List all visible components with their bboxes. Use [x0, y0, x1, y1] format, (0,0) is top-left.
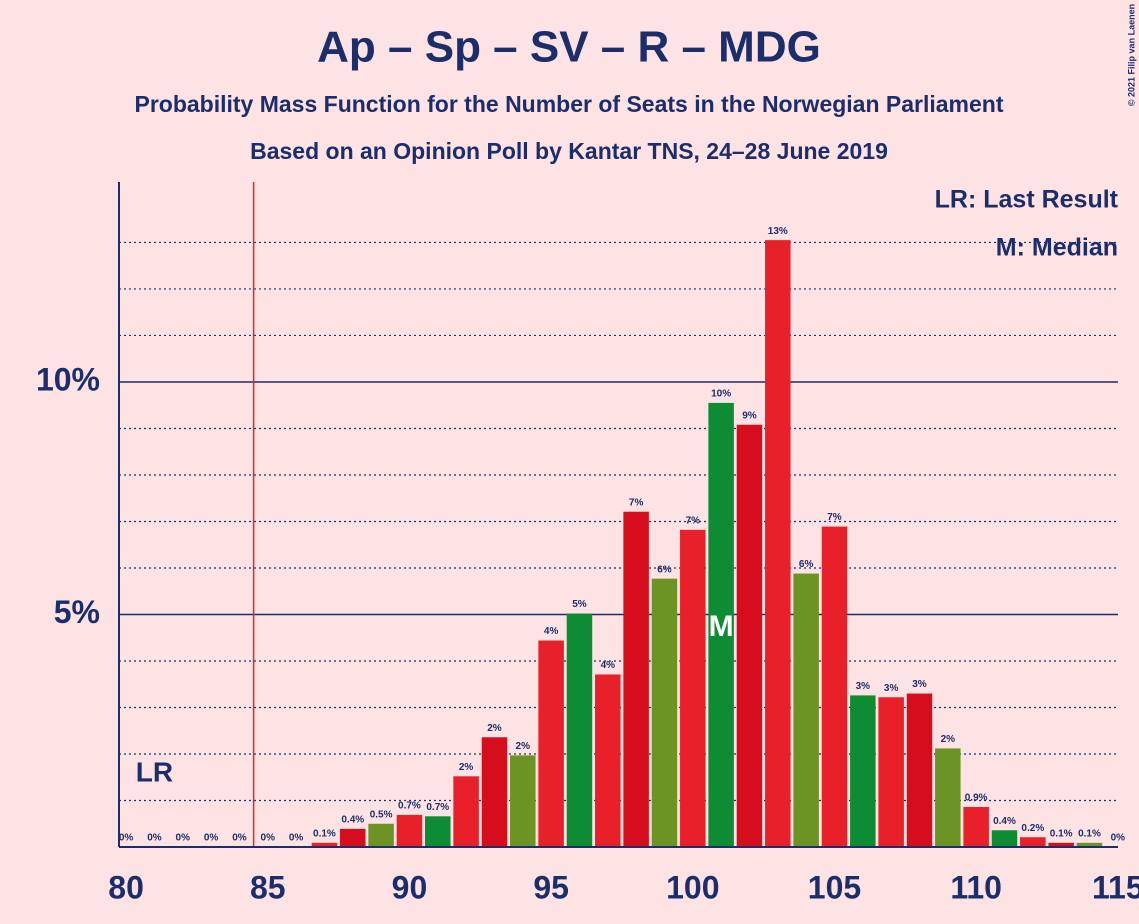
bar [991, 830, 1018, 847]
value-label: 3% [856, 681, 871, 692]
y-tick-label: 10% [36, 361, 100, 397]
value-label: 7% [686, 515, 701, 526]
x-tick-label: 95 [533, 869, 569, 905]
value-label: 0.9% [965, 793, 988, 804]
legend-entry: M: Median [996, 234, 1118, 262]
value-label: 7% [629, 497, 644, 508]
value-label: 0% [176, 833, 191, 844]
bar [396, 814, 423, 847]
bar [340, 828, 366, 847]
x-tick-label: 115 [1092, 869, 1139, 905]
bar [793, 573, 819, 847]
bar [623, 511, 649, 847]
bar [850, 695, 876, 847]
chart-title: Ap – Sp – SV – R – MDG [317, 23, 821, 72]
x-tick-label: 100 [666, 869, 719, 905]
value-label: 10% [711, 389, 731, 400]
bar [878, 697, 904, 847]
subtitle: Based on an Opinion Poll by Kantar TNS, … [250, 138, 888, 164]
bar [368, 823, 394, 847]
subtitle: Probability Mass Function for the Number… [134, 91, 1003, 117]
value-label: 2% [459, 762, 474, 773]
value-label: 0.7% [426, 802, 449, 813]
bar [906, 693, 933, 847]
value-label: 0.4% [341, 815, 364, 826]
value-label: 0.1% [313, 828, 336, 839]
value-label: 4% [601, 660, 616, 671]
last-result-marker: LR [136, 756, 173, 787]
value-label: 0% [289, 833, 304, 844]
value-label: 2% [516, 741, 531, 752]
value-label: 0% [261, 833, 276, 844]
bar [765, 240, 791, 847]
bar [736, 424, 763, 847]
value-label: 0.5% [370, 809, 393, 820]
value-label: 13% [768, 226, 788, 237]
bar [680, 529, 706, 847]
value-label: 2% [941, 734, 956, 745]
value-label: 6% [657, 564, 672, 575]
bar [595, 674, 621, 847]
value-label: 2% [487, 723, 502, 734]
value-label: 0.7% [398, 801, 421, 812]
value-label: 0% [204, 833, 219, 844]
bar [821, 526, 848, 847]
bar [453, 776, 479, 847]
value-label: 9% [742, 410, 757, 421]
bar [935, 748, 961, 847]
bar [538, 640, 564, 847]
bar [651, 578, 678, 847]
value-label: 0% [232, 833, 247, 844]
value-label: 0% [147, 833, 162, 844]
value-label: 0.2% [1021, 823, 1044, 834]
value-label: 4% [544, 626, 559, 637]
x-tick-label: 110 [950, 869, 1002, 905]
value-label: 0.1% [1078, 828, 1101, 839]
bar [1076, 842, 1103, 847]
bar [481, 737, 508, 847]
bar [708, 402, 734, 847]
value-label: 7% [827, 512, 842, 523]
x-tick-label: 105 [808, 869, 861, 905]
bar [1048, 842, 1074, 847]
bar [566, 613, 593, 847]
value-label: 0.4% [993, 816, 1016, 827]
x-tick-label: 85 [250, 869, 286, 905]
copyright: © 2021 Filip van Laenen [1126, 4, 1136, 106]
value-label: 6% [799, 559, 814, 570]
value-label: 3% [884, 683, 899, 694]
bar [1020, 837, 1046, 847]
value-label: 0.1% [1050, 828, 1073, 839]
x-tick-label: 90 [392, 869, 428, 905]
y-tick-label: 5% [54, 594, 100, 630]
bar [510, 755, 536, 847]
bar [425, 816, 451, 847]
legend-entry: LR: Last Result [935, 186, 1119, 214]
value-label: 0% [119, 833, 134, 844]
value-label: 5% [572, 599, 587, 610]
value-label: 0% [1111, 833, 1126, 844]
bar [311, 842, 338, 847]
bar [963, 807, 989, 847]
value-label: 3% [912, 679, 927, 690]
median-marker: M [709, 610, 734, 643]
x-tick-label: 80 [108, 869, 144, 905]
